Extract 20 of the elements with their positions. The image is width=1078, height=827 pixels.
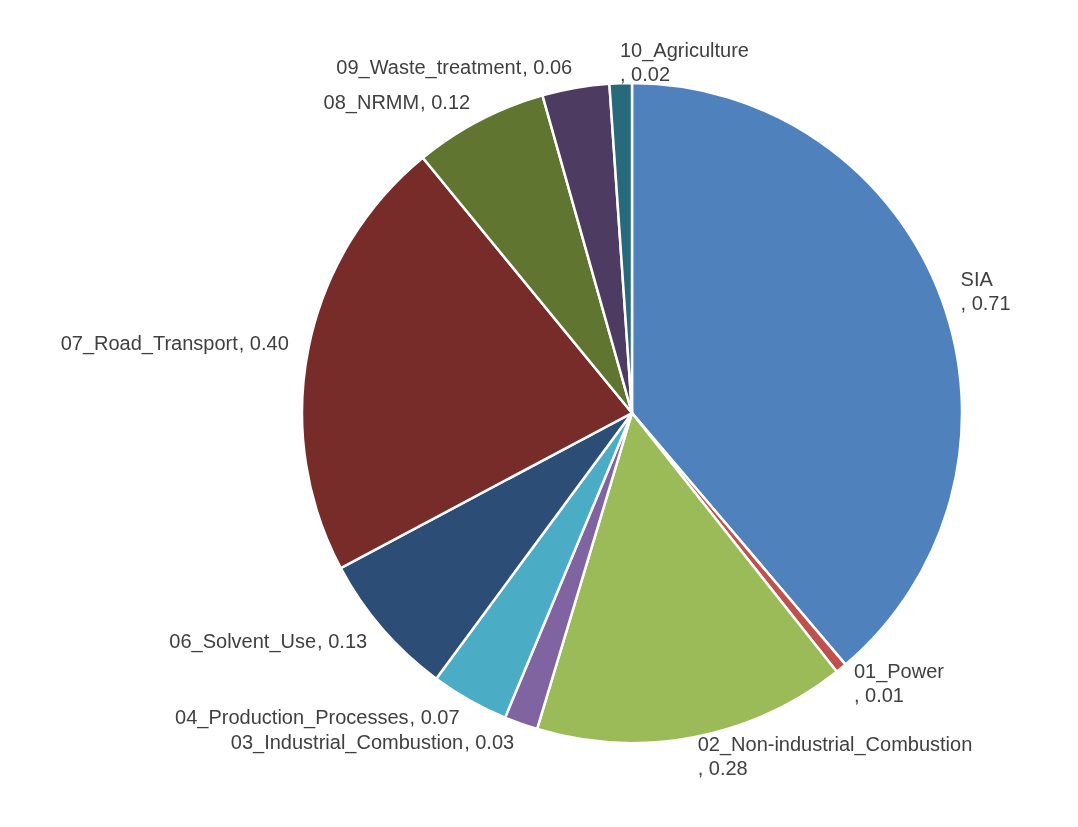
data-label: , 0.12 xyxy=(420,90,471,113)
data-label: , 0.28 xyxy=(697,756,748,779)
data-label: , 0.01 xyxy=(853,683,904,706)
slice-label: 04_Production_Processes xyxy=(175,705,409,729)
slice-label: SIA xyxy=(960,268,994,291)
slice-label: 02_Non-industrial_Combustion xyxy=(697,732,973,756)
slice-label: 01_Power xyxy=(853,659,945,683)
slice-label: 06_Solvent_Use xyxy=(169,629,317,653)
data-label: , 0.02 xyxy=(619,63,671,86)
data-label: , 0.13 xyxy=(317,629,368,652)
slice-label: 07_Road_Transport xyxy=(60,332,239,356)
data-label: , 0.06 xyxy=(522,56,573,79)
data-label: , 0.40 xyxy=(238,332,289,355)
data-label: , 0.03 xyxy=(464,730,515,753)
slice-label: 10_Agriculture xyxy=(619,39,749,63)
slice-label: 08_NRMM xyxy=(323,90,420,114)
data-label: , 0.07 xyxy=(409,705,460,728)
slice-label: 09_Waste_treatment xyxy=(336,56,522,80)
data-label: , 0.71 xyxy=(960,292,1011,315)
slice-label: 03_Industrial_Combustion xyxy=(230,730,464,754)
